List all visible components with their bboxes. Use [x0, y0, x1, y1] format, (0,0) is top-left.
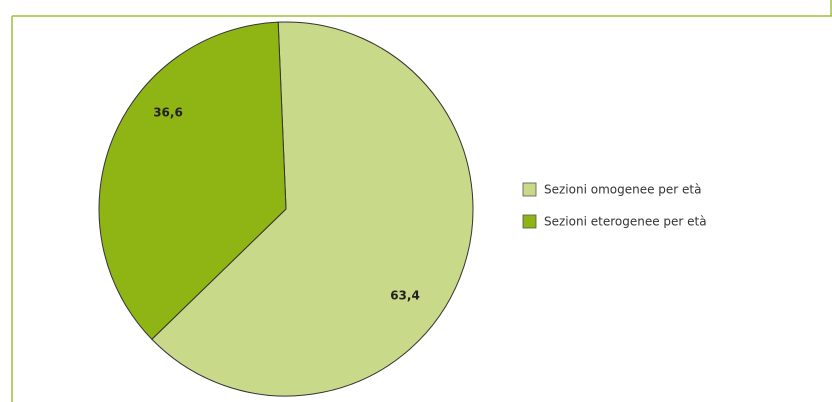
data-label: 36,6 — [153, 106, 183, 120]
legend-label: Sezioni omogenee per età — [544, 183, 701, 197]
legend-swatch — [522, 214, 537, 229]
legend-swatch — [522, 182, 537, 197]
data-label: 63,4 — [390, 289, 420, 303]
pie-slice — [151, 21, 474, 397]
legend-label: Sezioni eterogenee per età — [544, 215, 707, 229]
pie-slice — [98, 21, 287, 340]
